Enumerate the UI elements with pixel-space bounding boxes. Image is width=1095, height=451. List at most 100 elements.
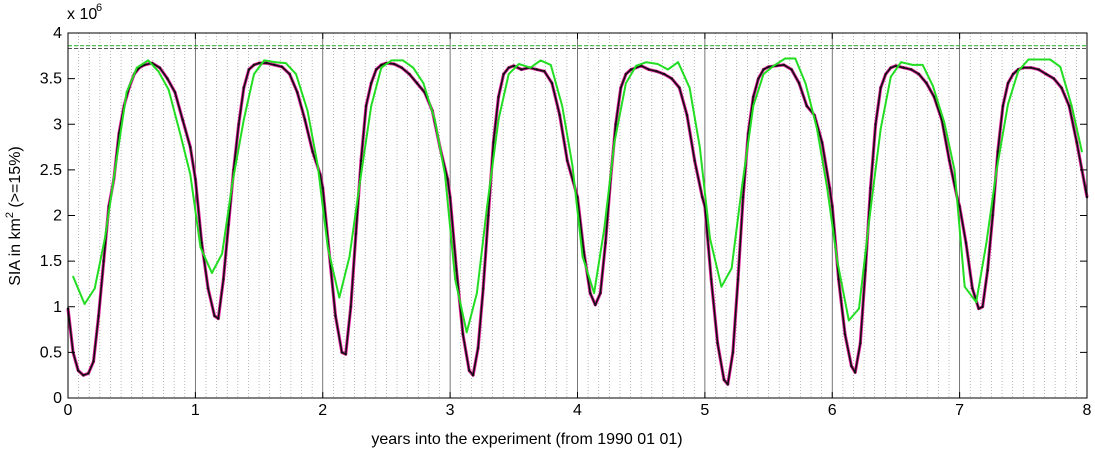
series-green-point bbox=[507, 73, 510, 75]
series-black-point bbox=[194, 177, 197, 181]
series-black-point bbox=[619, 86, 623, 89]
series-black-point bbox=[820, 141, 824, 144]
series-green-point bbox=[549, 64, 552, 66]
series-black-point bbox=[380, 63, 383, 67]
series-black-point bbox=[670, 77, 673, 80]
series-black-point bbox=[932, 95, 936, 99]
series-black-point bbox=[874, 123, 877, 126]
series-black-point bbox=[296, 91, 299, 94]
series-black-point bbox=[757, 77, 760, 80]
series-black-point bbox=[864, 269, 867, 272]
series-green-point bbox=[454, 278, 457, 281]
series-green-point bbox=[593, 292, 595, 294]
series-black-point bbox=[693, 159, 696, 162]
series-green-point bbox=[1081, 150, 1083, 153]
series-black-point bbox=[158, 66, 161, 69]
series-black-point bbox=[805, 104, 808, 108]
ticks: 0 1 2 3 4 5 6 7 8 0 0.5 1 1.5 2 2.5 3 3.5 4 bbox=[40, 25, 1092, 419]
series-black-point bbox=[543, 70, 546, 73]
series-green-point bbox=[613, 141, 616, 144]
series-green-point bbox=[879, 127, 882, 130]
series-black-point bbox=[471, 373, 475, 377]
series-black-point bbox=[790, 68, 793, 71]
series-black-point bbox=[535, 68, 538, 71]
series-green-point bbox=[762, 73, 765, 75]
series-black-point bbox=[599, 291, 602, 295]
series-black-point bbox=[1029, 66, 1033, 69]
x-tick-label: 2 bbox=[318, 402, 327, 419]
series-green-point bbox=[358, 182, 361, 185]
series-green-point bbox=[338, 296, 341, 299]
series-black-point bbox=[102, 259, 105, 263]
series-black-point bbox=[321, 186, 324, 190]
series-black-point bbox=[958, 205, 961, 208]
series-green-point bbox=[263, 59, 266, 62]
series-black-point bbox=[701, 196, 704, 199]
series-green-point bbox=[497, 118, 500, 121]
series-black-point bbox=[237, 123, 240, 126]
series-black-point bbox=[206, 287, 210, 290]
series-black-point bbox=[741, 196, 745, 199]
series-black-point bbox=[502, 72, 505, 76]
series-green-point bbox=[539, 59, 542, 62]
series-green-line bbox=[72, 57, 1083, 334]
x-tick-label: 7 bbox=[955, 402, 964, 419]
series-black-point bbox=[1011, 72, 1015, 76]
series-black-point bbox=[273, 63, 276, 67]
series-black-point bbox=[446, 177, 449, 181]
series-black-point bbox=[685, 113, 689, 117]
series-black-point bbox=[257, 61, 261, 65]
series-black-point bbox=[392, 62, 396, 66]
series-green-point bbox=[1038, 58, 1041, 61]
series-green-point bbox=[752, 105, 755, 107]
series-green-point bbox=[858, 307, 860, 310]
series-black-point bbox=[647, 68, 651, 71]
series-black-point bbox=[334, 314, 337, 318]
series-green-point bbox=[688, 86, 691, 89]
series-black-point bbox=[726, 383, 730, 386]
series-green-point bbox=[179, 132, 181, 135]
series-green-point bbox=[370, 105, 373, 107]
series-green-point bbox=[326, 246, 329, 249]
series-green-point bbox=[380, 66, 383, 69]
series-green-point bbox=[422, 82, 425, 85]
series-black-point bbox=[520, 68, 523, 71]
series-black-point bbox=[850, 364, 853, 368]
series-black-point bbox=[971, 287, 974, 290]
series-black-point bbox=[604, 241, 607, 245]
series-green-point bbox=[677, 61, 680, 64]
series-black-point bbox=[354, 232, 358, 235]
series-black-point bbox=[566, 159, 569, 162]
series-black-point bbox=[996, 150, 1000, 153]
series-black-point bbox=[507, 66, 510, 69]
series-green-point bbox=[868, 219, 871, 221]
series-green-point bbox=[316, 164, 319, 167]
y-tick-label: 2 bbox=[53, 208, 62, 225]
y-tick-label: 0 bbox=[53, 390, 62, 407]
series-green-point bbox=[390, 59, 393, 62]
series-black-point bbox=[948, 159, 951, 162]
series-black-point bbox=[82, 373, 85, 377]
series-black-point bbox=[797, 81, 801, 85]
series-green-point bbox=[167, 88, 170, 91]
series-black-point bbox=[252, 63, 256, 67]
series-green-point bbox=[475, 292, 478, 294]
series-green-point bbox=[645, 61, 648, 64]
series-black-point bbox=[716, 342, 719, 345]
y-tick-label: 4 bbox=[53, 25, 62, 42]
series-green-point bbox=[104, 237, 106, 240]
series-green-point bbox=[561, 105, 564, 107]
series-green-point bbox=[253, 73, 255, 75]
series-black-point bbox=[884, 72, 887, 76]
series-green-point bbox=[274, 61, 277, 64]
series-green-point bbox=[931, 85, 934, 87]
series-black-point bbox=[448, 196, 452, 199]
series-black-point bbox=[981, 305, 984, 308]
series-green-point bbox=[921, 64, 924, 66]
y-axis-label: SIA in km2 (>=15%) bbox=[4, 146, 24, 286]
series-green-point bbox=[900, 61, 902, 64]
series-black-point bbox=[76, 369, 80, 372]
series-green-point bbox=[836, 260, 839, 263]
series-green-point bbox=[698, 146, 701, 148]
series-black-point bbox=[492, 141, 495, 144]
